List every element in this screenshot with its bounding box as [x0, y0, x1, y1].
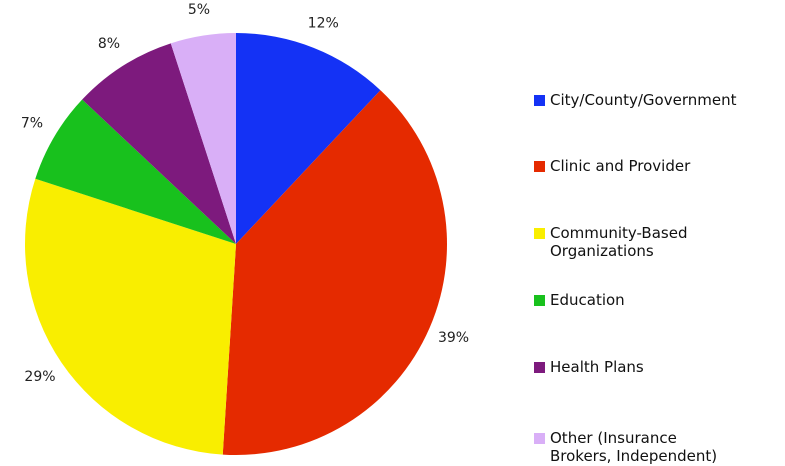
- legend-swatch: [534, 161, 545, 172]
- pie-slice: [24, 178, 236, 455]
- pie-slice: [82, 43, 236, 245]
- legend-item: Community-Based Organizations: [534, 224, 739, 260]
- legend-label: Education: [550, 291, 625, 309]
- legend-label: Clinic and Provider: [550, 157, 691, 175]
- legend-label: Other (Insurance Brokers, Independent): [550, 429, 718, 465]
- legend-label: City/County/Government: [550, 91, 737, 109]
- slice-label: 5%: [188, 2, 210, 18]
- legend-swatch: [534, 433, 545, 444]
- legend-item: Education: [534, 291, 739, 309]
- pie-slice: [222, 90, 448, 456]
- legend-item: Other (Insurance Brokers, Independent): [534, 429, 739, 465]
- slice-label: 29%: [24, 369, 55, 385]
- legend-swatch: [534, 295, 545, 306]
- legend-swatch: [534, 362, 545, 373]
- legend-label: Community-Based Organizations: [550, 224, 688, 260]
- slice-label: 12%: [308, 16, 339, 32]
- legend-swatch: [534, 228, 545, 239]
- legend-item: City/County/Government: [534, 91, 739, 109]
- legend-item: Clinic and Provider: [534, 157, 739, 175]
- slice-label: 7%: [21, 115, 43, 131]
- pie-slice: [170, 33, 236, 244]
- legend-item: Health Plans: [534, 358, 739, 376]
- legend-label: Health Plans: [550, 358, 644, 376]
- legend-swatch: [534, 95, 545, 106]
- slice-label: 39%: [438, 330, 469, 346]
- pie-slice: [236, 33, 381, 244]
- pie-slice: [35, 99, 237, 244]
- slice-label: 8%: [98, 36, 120, 52]
